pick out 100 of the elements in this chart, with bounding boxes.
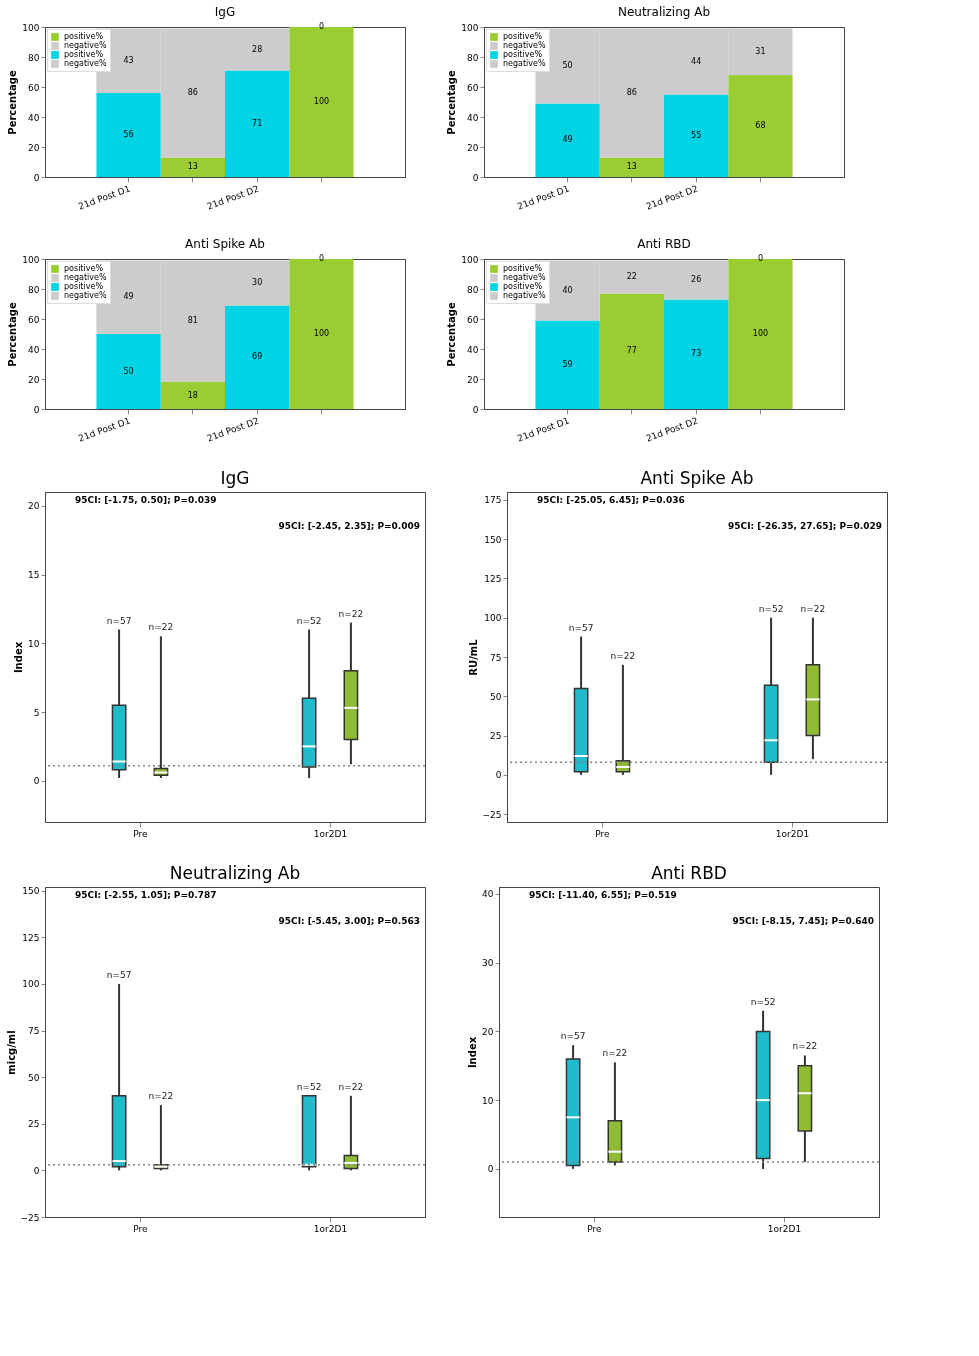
y-tick-label: 125 bbox=[22, 932, 40, 943]
annotation: n=22 bbox=[792, 1041, 818, 1052]
legend-label: negative% bbox=[503, 273, 546, 282]
y-tick-label: 80 bbox=[28, 284, 40, 295]
legend-label: negative% bbox=[503, 59, 546, 68]
y-tick-label: 80 bbox=[467, 52, 479, 63]
bar bbox=[728, 75, 793, 177]
y-axis-title: Percentage bbox=[7, 302, 19, 367]
data-label: 31 bbox=[755, 46, 766, 56]
annotation: 95CI: [-5.45, 3.00]; P=0.563 bbox=[278, 916, 420, 926]
data-label: 0 bbox=[318, 254, 324, 263]
annotation: n=22 bbox=[148, 622, 174, 633]
y-tick-label: 100 bbox=[461, 22, 479, 33]
data-label: 0 bbox=[318, 22, 324, 31]
y-axis-title: Percentage bbox=[7, 70, 19, 135]
annotation: n=57 bbox=[560, 1031, 586, 1042]
legend-label: negative% bbox=[64, 59, 107, 68]
legend-label: negative% bbox=[64, 273, 107, 282]
x-tick-label: 21d Post D2 bbox=[644, 415, 700, 444]
legend-label: negative% bbox=[503, 41, 546, 50]
annotation: n=52 bbox=[758, 603, 784, 614]
legend-label: positive% bbox=[503, 50, 543, 59]
y-tick-label: 0 bbox=[33, 776, 40, 787]
y-tick-label: 25 bbox=[490, 731, 502, 742]
y-axis-title: RU/mL bbox=[467, 638, 479, 676]
y-tick-label: 40 bbox=[28, 344, 40, 355]
data-label: 13 bbox=[187, 162, 198, 172]
y-tick-label: 100 bbox=[22, 979, 40, 990]
data-label: 56 bbox=[123, 130, 134, 139]
data-label: 13 bbox=[626, 162, 637, 172]
bar bbox=[599, 293, 664, 409]
data-label: 44 bbox=[691, 56, 702, 66]
y-tick-label: 0 bbox=[33, 172, 40, 183]
x-tick-label: Pre bbox=[595, 828, 611, 839]
y-tick-label: 0 bbox=[33, 1165, 40, 1176]
y-tick-label: 60 bbox=[28, 314, 40, 325]
y-tick-label: 40 bbox=[467, 112, 479, 123]
y-axis-title: micg/ml bbox=[5, 1030, 17, 1075]
data-label: 0 bbox=[757, 254, 763, 263]
annotation: 95CI: [-26.35, 27.65]; P=0.029 bbox=[728, 521, 882, 531]
x-tick-label: 1or2D1 bbox=[775, 828, 810, 839]
y-tick-label: 0 bbox=[487, 1164, 494, 1175]
annotation: 95CI: [-2.45, 2.35]; P=0.009 bbox=[278, 521, 420, 531]
legend-label: positive% bbox=[64, 50, 104, 59]
bar bbox=[289, 27, 354, 177]
y-tick-label: 125 bbox=[484, 573, 502, 584]
y-tick-label: 100 bbox=[22, 254, 40, 265]
bar bbox=[599, 157, 664, 177]
x-tick-label: 1or2D1 bbox=[767, 1223, 802, 1234]
annotation: n=57 bbox=[106, 969, 132, 980]
y-tick-label: 20 bbox=[467, 142, 479, 153]
y-tick-label: 20 bbox=[28, 501, 40, 512]
y-tick-label: 100 bbox=[484, 613, 502, 624]
y-tick-label: 175 bbox=[484, 495, 502, 506]
y-tick-label: 60 bbox=[467, 82, 479, 93]
data-label: 73 bbox=[691, 349, 702, 359]
data-label: 100 bbox=[752, 329, 769, 338]
bar bbox=[96, 93, 161, 177]
bar bbox=[664, 94, 729, 177]
annotation: 95CI: [-8.15, 7.45]; P=0.640 bbox=[732, 916, 874, 926]
y-tick-label: 10 bbox=[28, 638, 40, 649]
bar bbox=[160, 157, 225, 177]
x-tick-label: 1or2D1 bbox=[313, 1223, 348, 1234]
data-label: 100 bbox=[313, 97, 330, 106]
y-tick-label: 40 bbox=[28, 112, 40, 123]
bar bbox=[225, 70, 290, 177]
legend-label: positive% bbox=[64, 264, 104, 273]
chart-title: Neutralizing Ab bbox=[617, 5, 711, 19]
y-tick-label: 60 bbox=[467, 314, 479, 325]
data-label: 18 bbox=[187, 390, 198, 400]
legend-label: positive% bbox=[503, 282, 543, 291]
legend-label: negative% bbox=[64, 41, 107, 50]
bar bbox=[289, 259, 354, 409]
data-label: 40 bbox=[562, 285, 573, 295]
data-label: 100 bbox=[313, 329, 330, 338]
data-label: 28 bbox=[252, 44, 263, 54]
y-axis-title: Index bbox=[467, 1036, 479, 1069]
y-tick-label: 150 bbox=[22, 886, 40, 897]
y-tick-label: 25 bbox=[28, 1119, 40, 1130]
bar bbox=[664, 299, 729, 409]
annotation: n=57 bbox=[568, 622, 594, 633]
data-label: 49 bbox=[123, 292, 134, 302]
x-tick-label: 1or2D1 bbox=[313, 828, 348, 839]
annotation: n=57 bbox=[106, 615, 132, 626]
data-label: 30 bbox=[252, 278, 263, 287]
y-tick-label: 5 bbox=[33, 707, 40, 718]
data-label: 49 bbox=[562, 135, 573, 145]
legend-label: positive% bbox=[64, 282, 104, 291]
chart-title: Anti Spike Ab bbox=[640, 468, 754, 488]
annotation: n=22 bbox=[800, 603, 826, 614]
bar bbox=[160, 382, 225, 409]
x-tick-label: 21d Post D1 bbox=[516, 415, 571, 444]
x-tick-label: 21d Post D1 bbox=[77, 415, 132, 444]
y-axis-title: Percentage bbox=[446, 302, 458, 367]
bar bbox=[535, 103, 600, 177]
data-label: 55 bbox=[691, 130, 702, 140]
annotation: 95CI: [-25.05, 6.45]; P=0.036 bbox=[537, 495, 685, 505]
annotation: n=52 bbox=[296, 1081, 322, 1092]
y-tick-label: 100 bbox=[22, 22, 40, 33]
chart-title: Anti RBD bbox=[651, 863, 727, 883]
